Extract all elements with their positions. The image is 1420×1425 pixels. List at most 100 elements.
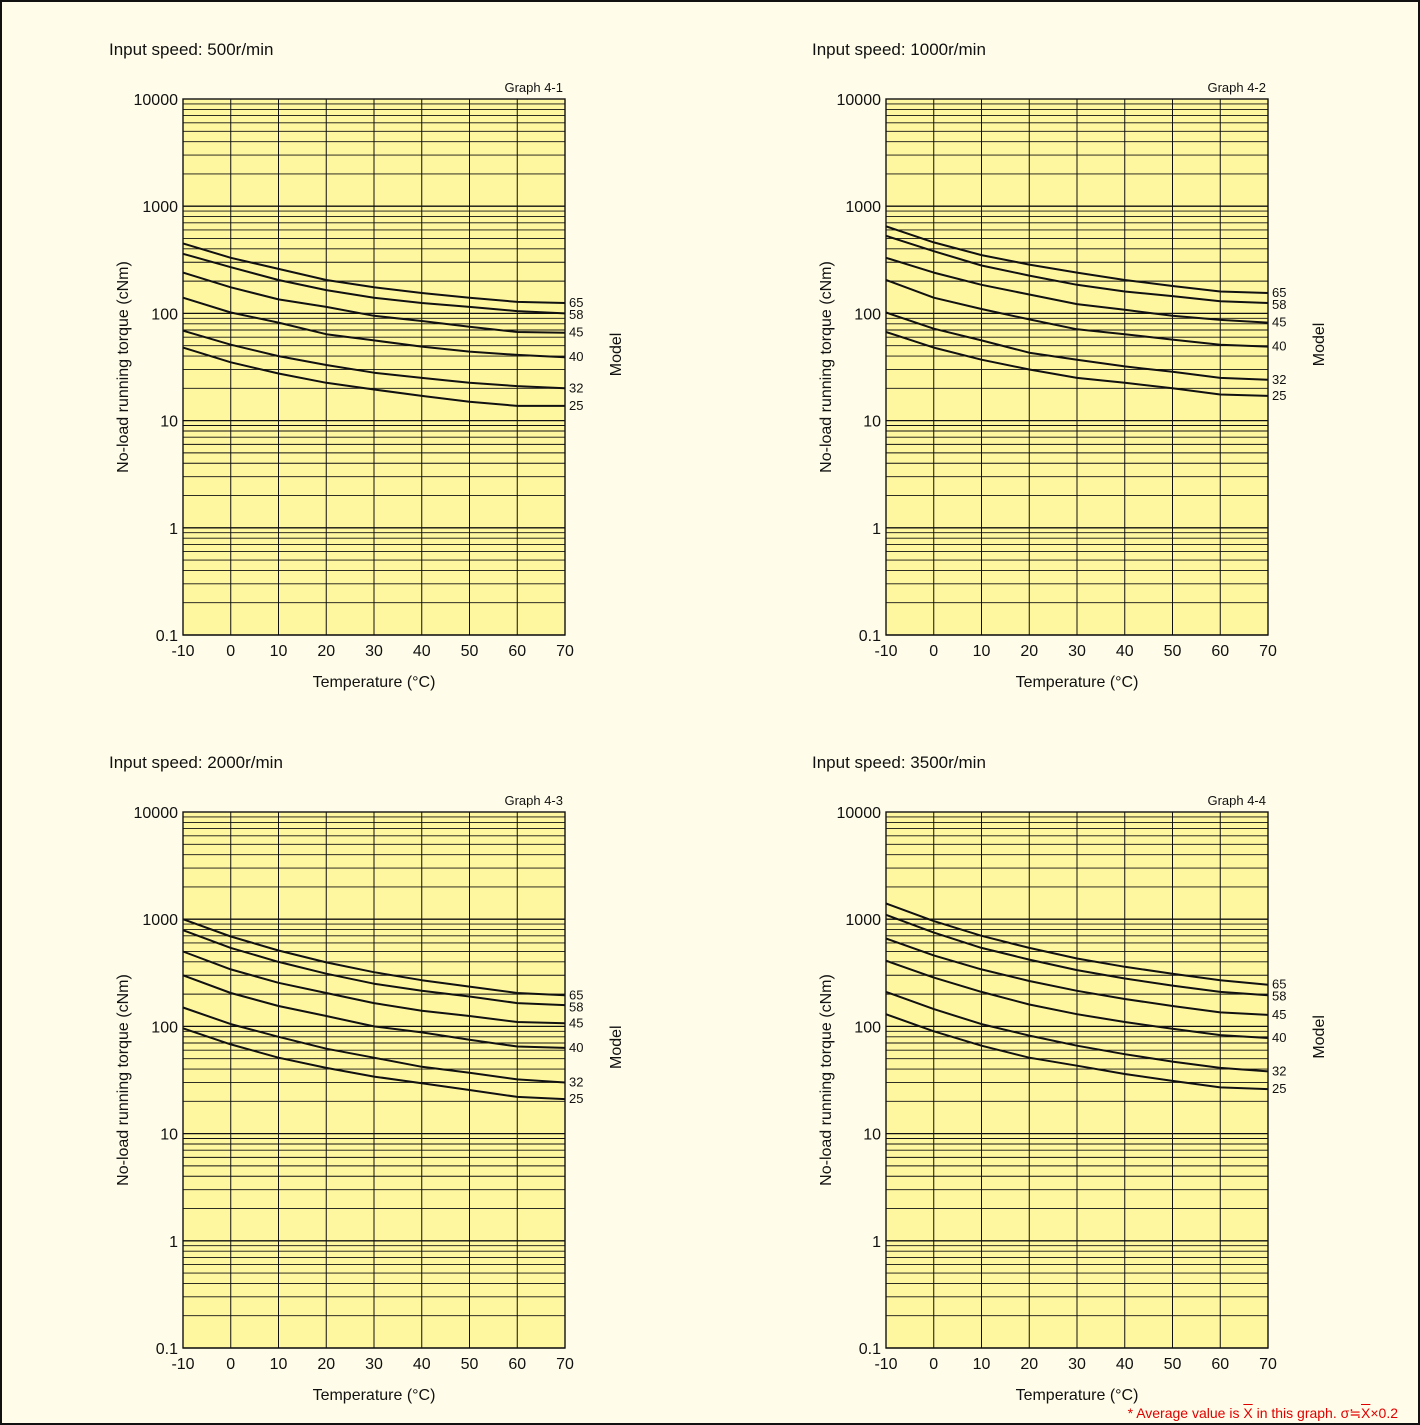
series-line-45 — [885, 256, 1269, 324]
y-tick-label: 0.1 — [156, 1341, 178, 1358]
series-label-65: 65 — [1272, 285, 1286, 300]
chart-panel-1: 0.1 1 10 100 1000 10000 -10 0 10 20 30 40 50 60 70 Temp… — [109, 40, 625, 691]
graph-label: Graph 4-3 — [504, 793, 563, 808]
speed-label: Input speed: 2000r/min — [109, 753, 283, 772]
y-tick-label: 10000 — [837, 805, 882, 822]
y-tick-label: 10 — [160, 1127, 178, 1144]
chart-panel-4: 0.1 1 10 100 1000 10000 -10 0 10 20 30 40 50 60 70 Temp… — [812, 753, 1328, 1404]
y-tick-label: 100 — [151, 1019, 178, 1036]
x-tick-label: 40 — [413, 643, 431, 660]
x-tick-label: 50 — [461, 1356, 479, 1373]
series-line-32 — [182, 1006, 566, 1084]
y-tick-label: 100 — [854, 306, 881, 323]
graph-label: Graph 4-2 — [1207, 80, 1266, 95]
x-tick-label: 20 — [1020, 643, 1038, 660]
series-line-45 — [182, 950, 566, 1025]
x-tick-label: 40 — [1116, 1356, 1134, 1373]
x-tick-label: 40 — [1116, 643, 1134, 660]
series-line-25 — [182, 1027, 566, 1101]
series-line-40 — [885, 279, 1269, 348]
y-tick-label: 1000 — [845, 912, 881, 929]
x-tick-label: 10 — [270, 1356, 288, 1373]
x-tick-label: 20 — [1020, 1356, 1038, 1373]
x-tick-label: 70 — [1259, 643, 1277, 660]
footnote: * Average value is X in this graph. σ≒X×… — [1128, 1405, 1398, 1422]
legend-title: Model — [608, 1025, 625, 1069]
x-tick-label: 20 — [317, 1356, 335, 1373]
legend-title: Model — [1311, 1015, 1328, 1059]
y-tick-label: 100 — [854, 1019, 881, 1036]
y-tick-label: 1 — [872, 521, 881, 538]
series-label-65: 65 — [1272, 977, 1286, 992]
series-line-32 — [182, 329, 566, 390]
speed-label: Input speed: 3500r/min — [812, 753, 986, 772]
series-line-65 — [885, 225, 1269, 294]
x-tick-label: 30 — [365, 643, 383, 660]
footnote-xbar: X — [1243, 1405, 1253, 1421]
series-label-32: 32 — [569, 1074, 583, 1089]
series-label-32: 32 — [1272, 1063, 1286, 1078]
series-line-65 — [182, 242, 566, 304]
legend-title: Model — [608, 333, 625, 377]
x-tick-label: 10 — [973, 643, 991, 660]
speed-label: Input speed: 500r/min — [109, 40, 273, 59]
x-tick-label: -10 — [874, 1356, 897, 1373]
x-tick-label: 70 — [1259, 1356, 1277, 1373]
x-tick-label: 10 — [270, 643, 288, 660]
x-tick-label: -10 — [171, 643, 194, 660]
plot-border — [182, 811, 566, 1349]
series-label-45: 45 — [569, 1015, 583, 1030]
x-axis-title: Temperature (°C) — [313, 1387, 436, 1404]
x-tick-label: 30 — [1068, 643, 1086, 660]
series-line-58 — [182, 929, 566, 1007]
x-tick-label: 60 — [1211, 643, 1229, 660]
x-tick-label: 30 — [1068, 1356, 1086, 1373]
y-tick-label: 1000 — [142, 912, 178, 929]
plot-border — [182, 98, 566, 636]
series-label-58: 58 — [1272, 297, 1286, 312]
footnote-prefix: * Average value is — [1127, 1405, 1244, 1421]
y-tick-label: 1 — [169, 1234, 178, 1251]
y-tick-label: 10 — [863, 414, 881, 431]
y-axis-title: No-load running torque (cNm) — [115, 974, 132, 1186]
y-tick-label: 1 — [872, 1234, 881, 1251]
y-tick-label: 10 — [863, 1127, 881, 1144]
series-label-40: 40 — [569, 1040, 583, 1055]
plot-border — [885, 98, 1269, 636]
x-tick-label: -10 — [171, 1356, 194, 1373]
series-label-65: 65 — [569, 987, 583, 1002]
series-line-65 — [182, 918, 566, 997]
x-tick-label: 10 — [973, 1356, 991, 1373]
plot-border — [885, 811, 1269, 1349]
footnote-xbar2: X — [1361, 1405, 1371, 1421]
y-tick-label: 10000 — [134, 92, 179, 109]
x-tick-label: 30 — [365, 1356, 383, 1373]
footnote-suffix: ×0.2 — [1370, 1405, 1398, 1421]
series-line-65 — [885, 902, 1269, 986]
series-label-58: 58 — [569, 307, 583, 322]
series-label-58: 58 — [569, 999, 583, 1014]
chart-panel-3: 0.1 1 10 100 1000 10000 -10 0 10 20 30 40 50 60 70 Temp… — [109, 753, 625, 1404]
series-line-58 — [885, 234, 1269, 304]
y-axis-title: No-load running torque (cNm) — [818, 261, 835, 473]
y-tick-label: 0.1 — [156, 628, 178, 645]
x-axis-title: Temperature (°C) — [1016, 674, 1139, 691]
x-tick-label: 0 — [226, 1356, 235, 1373]
series-label-25: 25 — [569, 1091, 583, 1106]
footnote-middle: in this graph. σ≒ — [1252, 1405, 1362, 1421]
graph-label: Graph 4-1 — [504, 80, 563, 95]
series-label-25: 25 — [1272, 1081, 1286, 1096]
x-tick-label: 70 — [556, 1356, 574, 1373]
y-tick-label: 10000 — [837, 92, 882, 109]
series-label-32: 32 — [569, 380, 583, 395]
series-line-40 — [182, 296, 566, 359]
y-tick-label: 1000 — [845, 199, 881, 216]
speed-label: Input speed: 1000r/min — [812, 40, 986, 59]
y-tick-label: 0.1 — [859, 1341, 881, 1358]
x-tick-label: 50 — [1164, 1356, 1182, 1373]
y-axis-title: No-load running torque (cNm) — [115, 261, 132, 473]
series-label-40: 40 — [1272, 339, 1286, 354]
y-tick-label: 10000 — [134, 805, 179, 822]
y-tick-label: 0.1 — [859, 628, 881, 645]
series-label-45: 45 — [1272, 1007, 1286, 1022]
